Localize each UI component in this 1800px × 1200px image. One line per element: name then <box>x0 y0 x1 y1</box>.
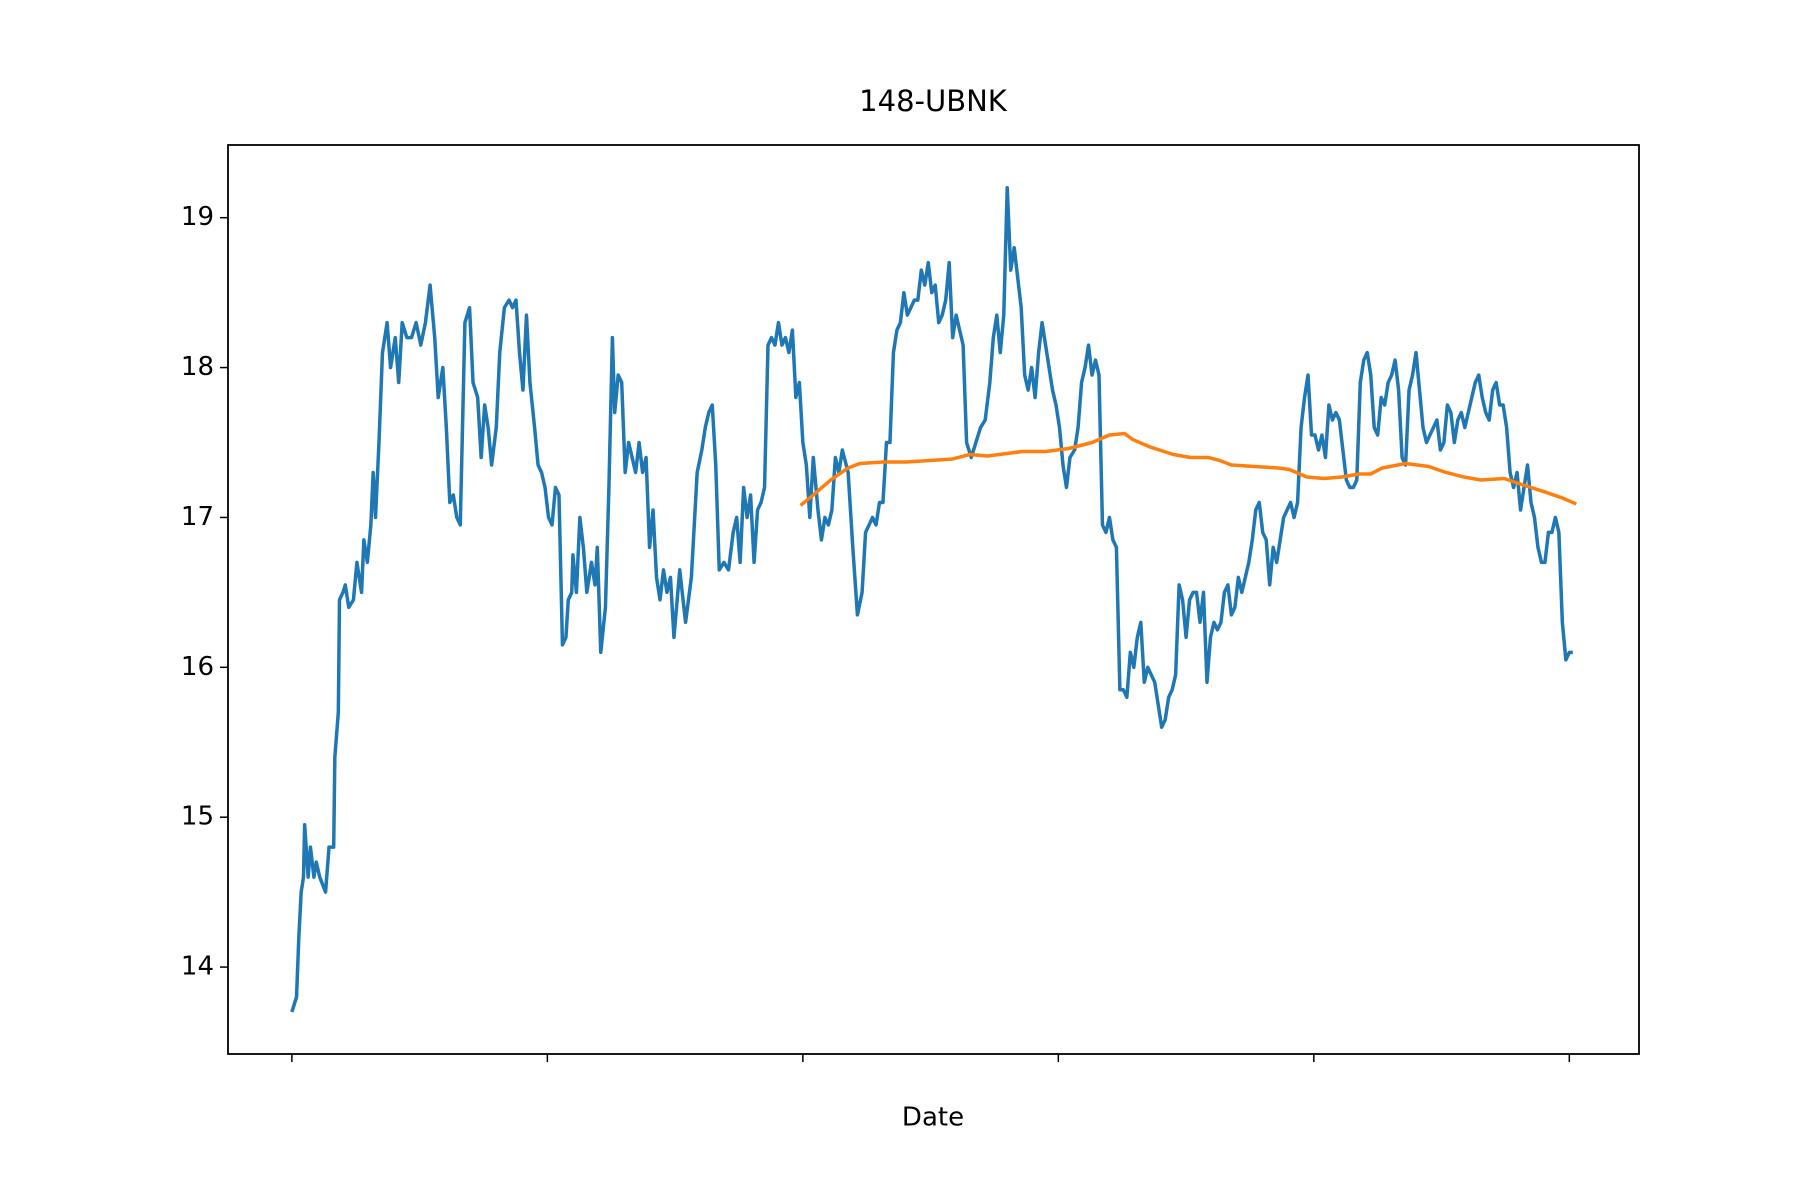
y-tick-label: 17 <box>181 502 214 532</box>
y-tick-label: 14 <box>181 952 214 982</box>
data-line <box>290 185 1573 1013</box>
x-axis-label: Date <box>902 1103 964 1133</box>
y-tick-label: 18 <box>181 352 214 382</box>
chart-title: 148-UBNK <box>859 84 1008 118</box>
y-tick-label: 19 <box>181 202 214 232</box>
data-line <box>799 431 1577 507</box>
plot-frame <box>227 144 1640 1055</box>
y-tick-label: 15 <box>181 802 214 832</box>
y-tick-label: 16 <box>181 652 214 682</box>
